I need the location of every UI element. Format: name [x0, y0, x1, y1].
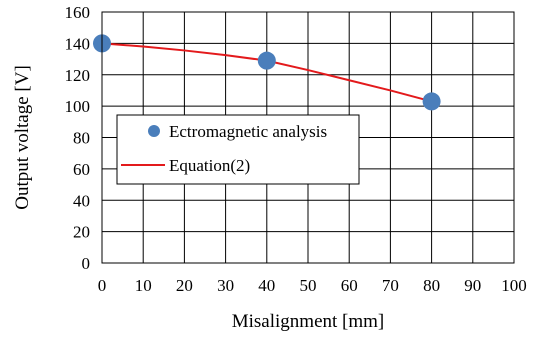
x-tick-label: 10: [135, 276, 152, 295]
legend: Ectromagnetic analysis Equation(2): [116, 114, 360, 185]
x-tick-label: 80: [423, 276, 440, 295]
y-tick-label: 60: [73, 160, 90, 179]
legend-marker-ectromagnetic-analysis: [148, 125, 160, 137]
y-axis-label: Output voltage [V]: [12, 65, 33, 210]
y-tick-label: 80: [73, 129, 90, 148]
y-tick-label: 0: [82, 254, 91, 273]
y-tick-label: 20: [73, 223, 90, 242]
y-tick-label: 140: [65, 34, 91, 53]
x-tick-label: 50: [300, 276, 317, 295]
y-tick-label: 100: [65, 97, 91, 116]
x-tick-label: 60: [341, 276, 358, 295]
plot-border: [101, 11, 515, 264]
y-tick-label: 160: [65, 3, 91, 22]
legend-label-equation-2: Equation(2): [169, 156, 250, 175]
y-tick-label: 120: [65, 66, 91, 85]
x-tick-label: 20: [176, 276, 193, 295]
x-tick-labels: 0 10 20 30 40 50 60 70 80 90 100: [98, 276, 527, 295]
legend-label-ectromagnetic-analysis: Ectromagnetic analysis: [169, 122, 327, 141]
x-tick-label: 30: [217, 276, 234, 295]
data-point-ectromagnetic-analysis: [422, 92, 441, 111]
x-tick-label: 100: [501, 276, 527, 295]
y-tick-label: 40: [73, 191, 90, 210]
x-tick-label: 70: [382, 276, 399, 295]
x-axis-label: Misalignment [mm]: [232, 311, 385, 332]
data-point-ectromagnetic-analysis: [257, 51, 276, 70]
x-tick-label: 90: [464, 276, 481, 295]
x-tick-label: 40: [258, 276, 275, 295]
y-tick-labels: 0 20 40 60 80 100 120 140 160: [65, 3, 91, 273]
x-tick-label: 0: [98, 276, 107, 295]
